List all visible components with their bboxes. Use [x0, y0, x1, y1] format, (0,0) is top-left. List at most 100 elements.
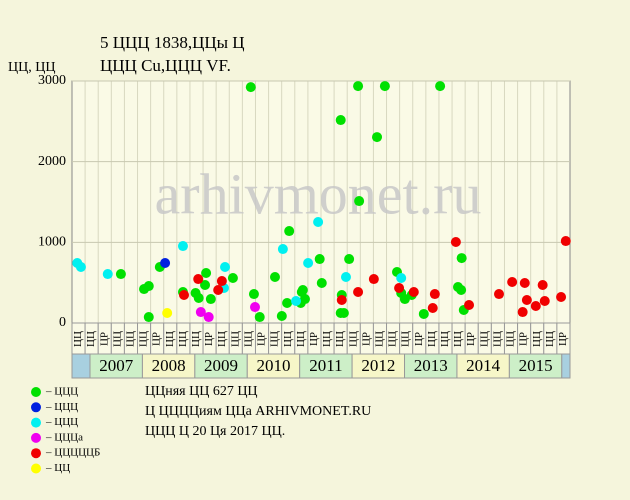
point — [340, 272, 351, 283]
point — [190, 287, 201, 298]
legend-label: – ЦЦ — [45, 462, 70, 474]
point — [269, 272, 280, 283]
point — [429, 289, 440, 300]
point — [353, 81, 364, 92]
point — [245, 82, 256, 93]
point — [213, 285, 224, 296]
point — [162, 307, 173, 318]
point — [464, 300, 475, 311]
year-label: 2008 — [152, 356, 186, 375]
quarter-label: ЦР — [518, 332, 530, 346]
point — [200, 280, 211, 291]
quarter-label: ЦЦ — [491, 331, 503, 347]
note: Ц ЦЦЦЦиям ЦЦа ARHIVMONET.RU — [145, 404, 371, 419]
point — [177, 241, 188, 252]
y-tick-label: 2000 — [38, 154, 66, 169]
legend-marker — [31, 417, 41, 428]
point — [427, 302, 438, 313]
point — [456, 285, 467, 296]
quarter-label: ЦЦ — [125, 331, 137, 347]
point — [193, 274, 204, 285]
quarter-label: ЦЦ — [242, 331, 254, 347]
quarter-label: ЦР — [557, 332, 569, 346]
point — [303, 257, 314, 268]
point — [143, 281, 154, 292]
point — [539, 295, 550, 306]
year-cell — [351, 353, 406, 379]
point — [336, 295, 347, 306]
quarter-label: ЦЦ — [269, 331, 281, 347]
point — [254, 312, 265, 323]
point — [299, 294, 310, 305]
quarter-label: ЦЦ — [505, 331, 517, 347]
quarter-label: ЦЦ — [216, 331, 228, 347]
quarter-label: ЦЦ — [374, 331, 386, 347]
year-cell — [508, 353, 563, 379]
y-axis-label: ЦЦ, ЦЦ — [8, 60, 55, 75]
point — [456, 253, 467, 264]
quarter-label: ЦР — [151, 332, 163, 346]
year-end-cell — [561, 353, 571, 379]
point — [368, 274, 379, 285]
quarter-label: ЦР — [465, 332, 477, 346]
point — [354, 196, 365, 207]
quarter-label: ЦЦ — [531, 331, 543, 347]
point — [435, 81, 446, 92]
point — [297, 285, 308, 296]
point — [205, 294, 216, 305]
point — [418, 308, 429, 319]
point — [115, 269, 126, 280]
point — [276, 310, 287, 321]
point — [250, 302, 261, 313]
legend-marker — [31, 448, 41, 459]
point — [408, 287, 419, 298]
year-label: 2011 — [309, 356, 342, 375]
point — [203, 312, 214, 323]
quarter-label: ЦЦ — [295, 331, 307, 347]
point — [102, 269, 113, 280]
year-cell — [141, 353, 196, 379]
point — [556, 292, 567, 303]
year-label: 2007 — [99, 356, 134, 375]
quarter-label: ЦЦ — [334, 331, 346, 347]
quarter-label: ЦЦ — [164, 331, 176, 347]
quarter-label: ЦР — [98, 332, 110, 346]
point — [284, 226, 295, 237]
point — [179, 290, 190, 301]
quarter-label: ЦЦ — [111, 331, 123, 347]
quarter-label: ЦЦ — [321, 331, 333, 347]
note: ЦЦняя ЦЦ 627 ЦЦ — [145, 384, 258, 399]
quarter-label: ЦР — [360, 332, 372, 346]
point — [344, 254, 355, 265]
year-label: 2015 — [519, 356, 553, 375]
watermark: arhivmonet.ru — [155, 161, 482, 226]
quarter-label: ЦЦ — [85, 331, 97, 347]
quarter-label: ЦЦ — [138, 331, 150, 347]
point — [248, 289, 259, 300]
quarter-label: ЦР — [413, 332, 425, 346]
point — [314, 254, 325, 265]
note: ЦЦЦ Ц 20 Ця 2017 ЦЦ. — [145, 424, 285, 439]
quarter-label: ЦР — [203, 332, 215, 346]
year-label: 2012 — [361, 356, 395, 375]
quarter-label: ЦЦ — [282, 331, 294, 347]
legend-marker — [31, 402, 41, 413]
point — [291, 295, 302, 306]
point — [560, 236, 571, 247]
year-label: 2013 — [414, 356, 448, 375]
point — [227, 272, 238, 283]
y-tick-label: 3000 — [38, 73, 66, 88]
quarter-label: ЦЦ — [400, 331, 412, 347]
point — [282, 297, 293, 308]
legend-marker — [31, 463, 41, 474]
point — [517, 307, 528, 318]
legend-label: – ЦЦЦ — [45, 401, 78, 413]
quarter-label: ЦЦ — [387, 331, 399, 347]
year-cell — [456, 353, 510, 379]
quarter-label: ЦР — [308, 332, 320, 346]
point — [75, 262, 86, 273]
point — [537, 280, 548, 291]
y-tick-label: 1000 — [38, 235, 66, 250]
chart-subtitle: ЦЦЦ Cu,ЦЦЦ VF. — [100, 56, 231, 75]
quarter-label: ЦЦ — [426, 331, 438, 347]
